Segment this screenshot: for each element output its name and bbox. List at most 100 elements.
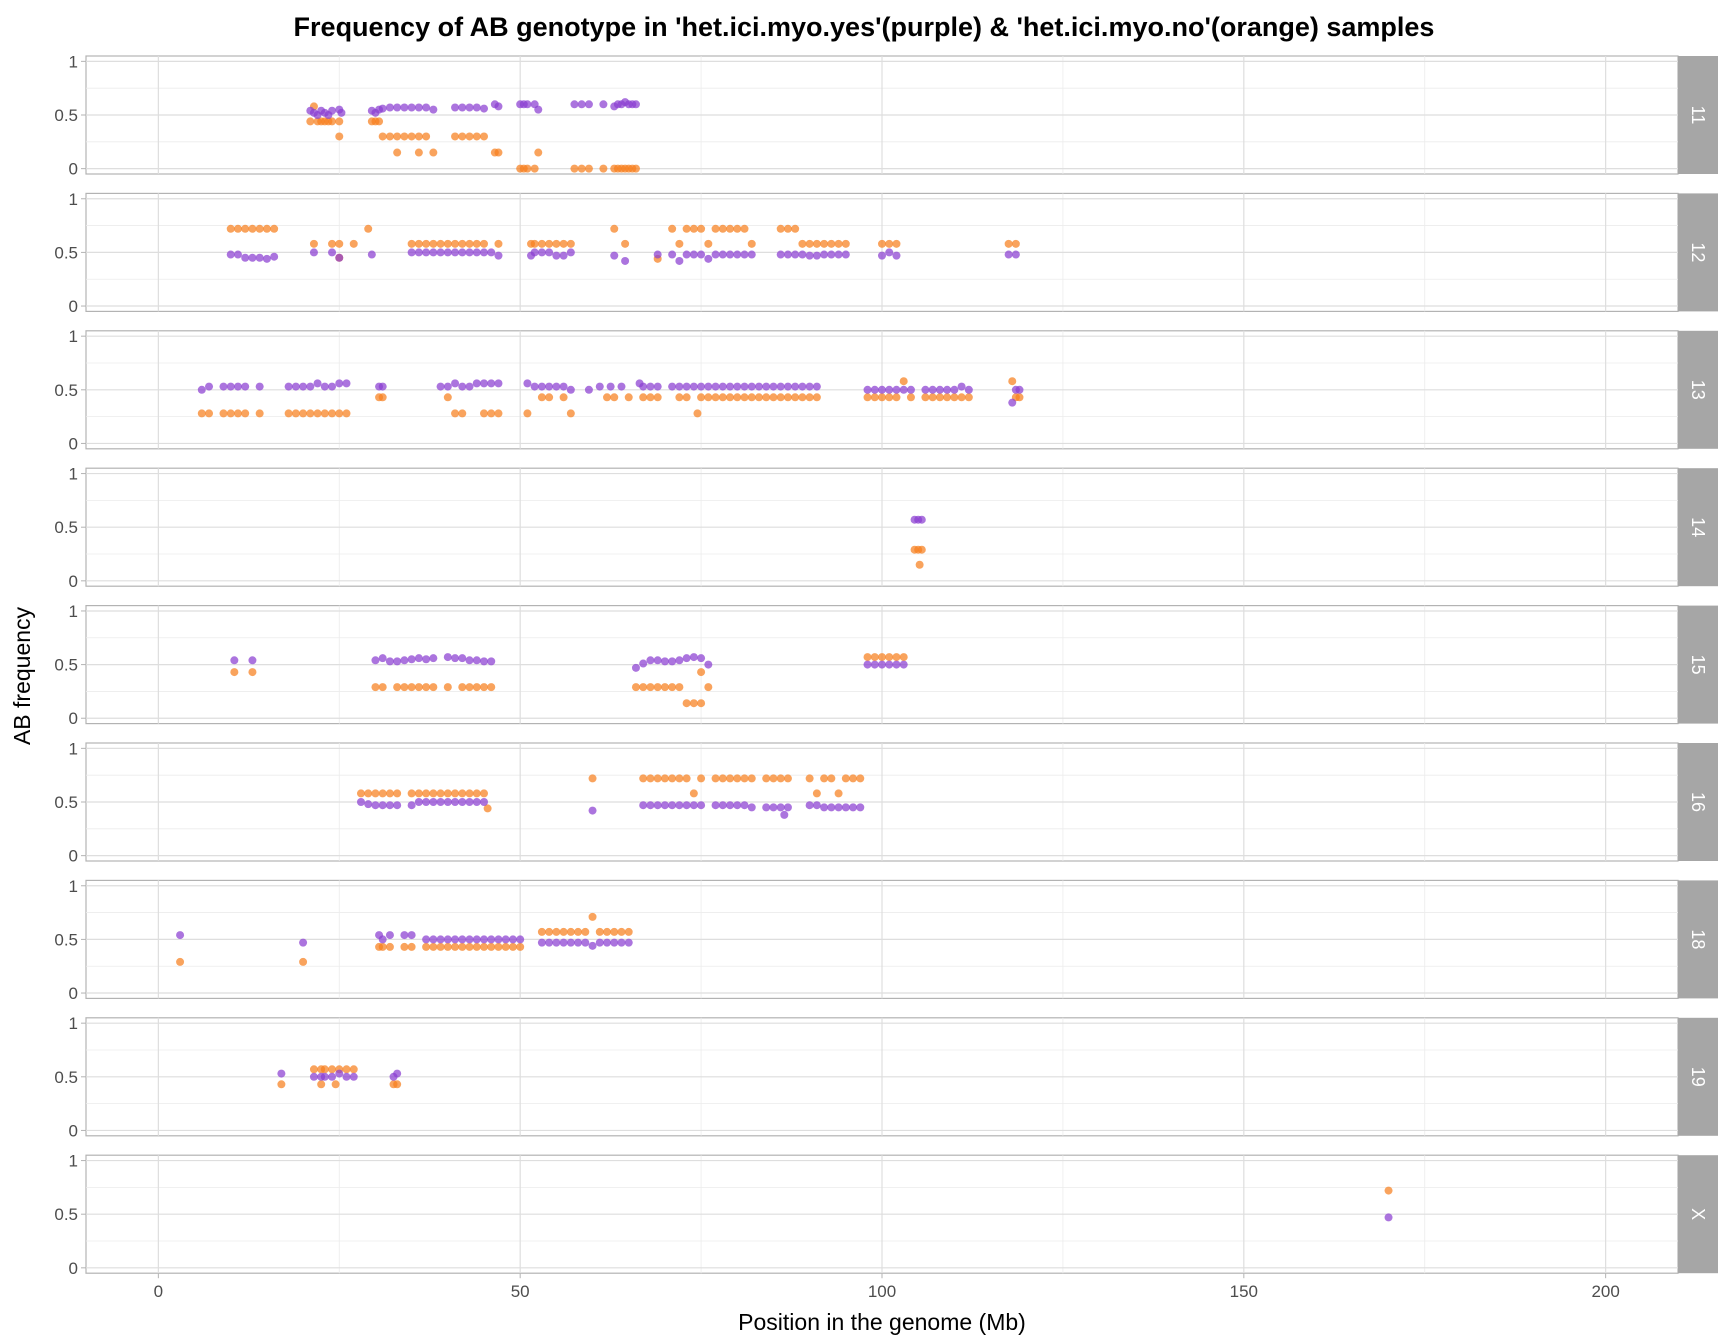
point-yes	[407, 931, 416, 940]
point-no	[328, 1065, 337, 1074]
point-yes	[429, 105, 438, 114]
point-no	[545, 927, 554, 936]
point-yes	[878, 660, 886, 669]
y-tick-label: 0	[69, 434, 78, 453]
point-yes	[798, 382, 807, 391]
point-yes	[834, 803, 843, 812]
point-yes	[328, 248, 337, 257]
point-yes	[534, 105, 543, 114]
point-yes	[545, 938, 554, 947]
point-yes	[429, 654, 438, 663]
point-yes	[291, 382, 300, 391]
point-no	[653, 683, 662, 692]
point-yes	[733, 801, 742, 810]
point-no	[682, 699, 691, 708]
facet-strip-label: 12	[1688, 242, 1708, 262]
point-yes	[422, 798, 431, 806]
point-yes	[342, 379, 351, 388]
point-yes	[487, 657, 496, 666]
point-yes	[646, 801, 655, 810]
point-no	[943, 393, 952, 402]
point-yes	[726, 382, 735, 391]
point-no	[458, 789, 467, 798]
point-yes	[574, 938, 583, 947]
point-no	[631, 164, 640, 173]
point-no	[689, 789, 698, 798]
point-no	[429, 942, 438, 951]
point-no	[472, 132, 481, 141]
point-no	[718, 774, 727, 783]
point-no	[378, 132, 387, 141]
point-yes	[393, 1069, 402, 1078]
point-no	[342, 1065, 351, 1074]
point-yes	[422, 935, 431, 944]
point-no	[885, 653, 894, 662]
point-yes	[660, 657, 669, 666]
point-no	[1004, 239, 1013, 248]
point-yes	[494, 935, 503, 944]
point-no	[400, 132, 409, 141]
point-yes	[812, 801, 821, 810]
point-yes	[935, 385, 944, 394]
point-no	[458, 132, 467, 141]
point-no	[458, 683, 467, 692]
point-yes	[581, 938, 590, 947]
point-yes	[407, 801, 416, 810]
point-yes	[197, 385, 206, 394]
point-yes	[689, 801, 698, 810]
point-no	[599, 164, 608, 173]
point-yes	[776, 250, 785, 259]
point-no	[798, 239, 807, 248]
point-no	[480, 239, 488, 248]
points	[910, 515, 926, 569]
point-no	[675, 393, 684, 402]
point-yes	[255, 253, 264, 262]
point-no	[429, 683, 438, 692]
point-no	[205, 409, 214, 418]
point-no	[508, 942, 517, 951]
point-no	[1015, 393, 1024, 402]
point-yes	[530, 248, 539, 257]
point-yes	[248, 656, 257, 665]
y-tick-label: 1	[69, 1152, 78, 1171]
point-yes	[805, 801, 814, 810]
point-no	[675, 239, 684, 248]
point-no	[313, 409, 322, 418]
point-yes	[769, 382, 778, 391]
point-yes	[697, 382, 706, 391]
point-no	[385, 789, 394, 798]
point-no	[878, 393, 886, 402]
point-yes	[726, 801, 735, 810]
point-no	[241, 224, 250, 233]
point-no	[957, 393, 966, 402]
point-yes	[682, 382, 691, 391]
facet-panel-19: 0 0.5 1 19	[54, 1014, 1718, 1140]
point-no	[566, 927, 575, 936]
point-no	[501, 942, 510, 951]
point-no	[480, 409, 488, 418]
point-yes	[472, 935, 481, 944]
point-yes	[400, 931, 409, 940]
point-yes	[472, 248, 481, 257]
point-yes	[480, 104, 488, 113]
point-no	[621, 239, 630, 248]
point-yes	[892, 660, 901, 669]
point-yes	[429, 798, 438, 806]
point-no	[588, 774, 597, 783]
point-no	[523, 409, 532, 418]
facet-panel-12: 0 0.5 1 12	[54, 190, 1718, 316]
point-yes	[335, 1069, 344, 1078]
point-no	[465, 239, 474, 248]
point-no	[769, 393, 778, 402]
point-yes	[480, 379, 488, 388]
point-no	[407, 132, 416, 141]
point-no	[494, 239, 503, 248]
point-no	[849, 774, 858, 783]
point-yes	[508, 935, 517, 944]
point-yes	[414, 654, 423, 663]
y-tick-label: 0.5	[54, 243, 78, 262]
point-no	[570, 164, 579, 173]
point-no	[320, 409, 329, 418]
y-axis-title: AB frequency	[9, 606, 35, 745]
